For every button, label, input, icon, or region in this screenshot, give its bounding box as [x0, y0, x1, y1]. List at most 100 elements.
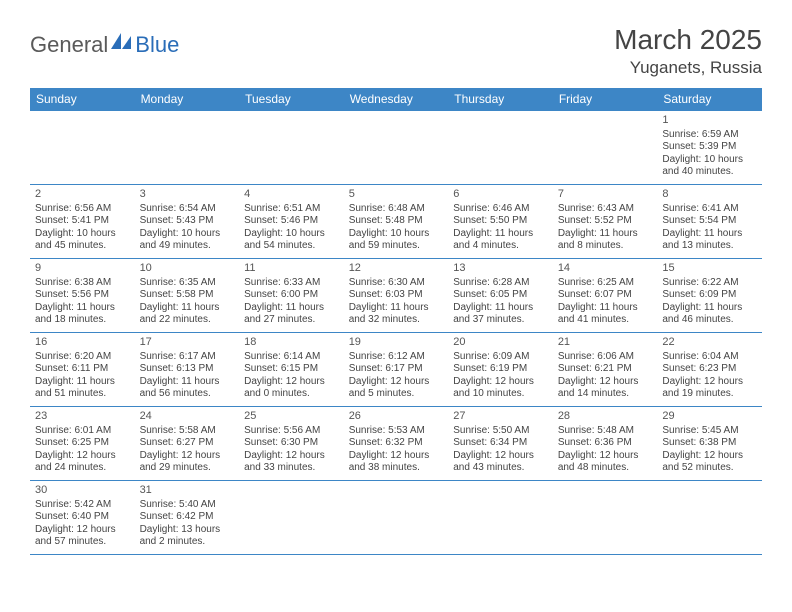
calendar-day-cell: 15Sunrise: 6:22 AMSunset: 6:09 PMDayligh… [657, 259, 762, 333]
day-sunrise: Sunrise: 6:09 AM [453, 351, 548, 364]
day-daylight1: Daylight: 11 hours [662, 228, 757, 241]
location: Yuganets, Russia [614, 58, 762, 78]
day-sunrise: Sunrise: 6:20 AM [35, 351, 130, 364]
day-number: 24 [140, 410, 235, 424]
calendar-week-row: 9Sunrise: 6:38 AMSunset: 5:56 PMDaylight… [30, 259, 762, 333]
day-number: 10 [140, 262, 235, 276]
day-daylight1: Daylight: 12 hours [558, 450, 653, 463]
calendar-day-cell: 13Sunrise: 6:28 AMSunset: 6:05 PMDayligh… [448, 259, 553, 333]
day-daylight2: and 2 minutes. [140, 536, 235, 549]
day-daylight2: and 22 minutes. [140, 314, 235, 327]
day-daylight2: and 48 minutes. [558, 462, 653, 475]
day-number: 8 [662, 188, 757, 202]
day-sunrise: Sunrise: 6:56 AM [35, 203, 130, 216]
day-number: 6 [453, 188, 548, 202]
day-number: 21 [558, 336, 653, 350]
day-number: 31 [140, 484, 235, 498]
calendar-day-cell: 9Sunrise: 6:38 AMSunset: 5:56 PMDaylight… [30, 259, 135, 333]
day-daylight2: and 59 minutes. [349, 240, 444, 253]
day-sunset: Sunset: 6:34 PM [453, 437, 548, 450]
day-sunset: Sunset: 6:40 PM [35, 511, 130, 524]
calendar-day-cell: 14Sunrise: 6:25 AMSunset: 6:07 PMDayligh… [553, 259, 658, 333]
weekday-header: Monday [135, 88, 240, 111]
calendar-day-cell: 6Sunrise: 6:46 AMSunset: 5:50 PMDaylight… [448, 185, 553, 259]
calendar-day-cell: 11Sunrise: 6:33 AMSunset: 6:00 PMDayligh… [239, 259, 344, 333]
day-sunset: Sunset: 6:36 PM [558, 437, 653, 450]
day-sunset: Sunset: 5:48 PM [349, 215, 444, 228]
day-sunrise: Sunrise: 6:30 AM [349, 277, 444, 290]
day-daylight2: and 54 minutes. [244, 240, 339, 253]
day-sunset: Sunset: 5:39 PM [662, 141, 757, 154]
day-sunrise: Sunrise: 6:06 AM [558, 351, 653, 364]
day-daylight1: Daylight: 12 hours [662, 376, 757, 389]
day-sunrise: Sunrise: 5:53 AM [349, 425, 444, 438]
day-daylight2: and 51 minutes. [35, 388, 130, 401]
day-sunset: Sunset: 5:54 PM [662, 215, 757, 228]
day-sunset: Sunset: 6:19 PM [453, 363, 548, 376]
day-sunset: Sunset: 5:43 PM [140, 215, 235, 228]
day-daylight2: and 24 minutes. [35, 462, 130, 475]
day-daylight2: and 10 minutes. [453, 388, 548, 401]
day-daylight2: and 8 minutes. [558, 240, 653, 253]
calendar-day-cell: 5Sunrise: 6:48 AMSunset: 5:48 PMDaylight… [344, 185, 449, 259]
day-daylight1: Daylight: 12 hours [349, 376, 444, 389]
day-daylight1: Daylight: 10 hours [244, 228, 339, 241]
day-number: 30 [35, 484, 130, 498]
day-daylight1: Daylight: 12 hours [662, 450, 757, 463]
day-sunset: Sunset: 6:07 PM [558, 289, 653, 302]
day-sunset: Sunset: 6:23 PM [662, 363, 757, 376]
day-daylight2: and 49 minutes. [140, 240, 235, 253]
day-daylight1: Daylight: 12 hours [453, 450, 548, 463]
day-sunset: Sunset: 6:00 PM [244, 289, 339, 302]
calendar-week-row: 2Sunrise: 6:56 AMSunset: 5:41 PMDaylight… [30, 185, 762, 259]
day-number: 23 [35, 410, 130, 424]
day-sunset: Sunset: 6:15 PM [244, 363, 339, 376]
calendar-day-cell: 8Sunrise: 6:41 AMSunset: 5:54 PMDaylight… [657, 185, 762, 259]
calendar-day-cell: 24Sunrise: 5:58 AMSunset: 6:27 PMDayligh… [135, 407, 240, 481]
day-sunrise: Sunrise: 5:48 AM [558, 425, 653, 438]
calendar-day-cell: 7Sunrise: 6:43 AMSunset: 5:52 PMDaylight… [553, 185, 658, 259]
day-daylight2: and 38 minutes. [349, 462, 444, 475]
day-sunset: Sunset: 6:05 PM [453, 289, 548, 302]
day-sunrise: Sunrise: 6:38 AM [35, 277, 130, 290]
day-sunset: Sunset: 6:27 PM [140, 437, 235, 450]
weekday-header: Friday [553, 88, 658, 111]
day-daylight1: Daylight: 11 hours [453, 228, 548, 241]
calendar-week-row: 16Sunrise: 6:20 AMSunset: 6:11 PMDayligh… [30, 333, 762, 407]
day-daylight1: Daylight: 11 hours [140, 376, 235, 389]
day-sunrise: Sunrise: 5:58 AM [140, 425, 235, 438]
calendar-week-row: 1Sunrise: 6:59 AMSunset: 5:39 PMDaylight… [30, 111, 762, 185]
day-daylight2: and 46 minutes. [662, 314, 757, 327]
day-number: 27 [453, 410, 548, 424]
day-daylight2: and 33 minutes. [244, 462, 339, 475]
day-sunrise: Sunrise: 6:43 AM [558, 203, 653, 216]
day-sunset: Sunset: 5:58 PM [140, 289, 235, 302]
day-number: 9 [35, 262, 130, 276]
day-sunrise: Sunrise: 6:12 AM [349, 351, 444, 364]
day-sunset: Sunset: 5:46 PM [244, 215, 339, 228]
day-sunset: Sunset: 6:11 PM [35, 363, 130, 376]
weekday-header: Sunday [30, 88, 135, 111]
weekday-row: Sunday Monday Tuesday Wednesday Thursday… [30, 88, 762, 111]
calendar-day-cell: 21Sunrise: 6:06 AMSunset: 6:21 PMDayligh… [553, 333, 658, 407]
weekday-header: Thursday [448, 88, 553, 111]
day-daylight1: Daylight: 12 hours [558, 376, 653, 389]
calendar-day-cell [30, 111, 135, 185]
calendar-day-cell: 2Sunrise: 6:56 AMSunset: 5:41 PMDaylight… [30, 185, 135, 259]
day-daylight1: Daylight: 11 hours [35, 376, 130, 389]
day-sunrise: Sunrise: 6:35 AM [140, 277, 235, 290]
day-sunrise: Sunrise: 5:40 AM [140, 499, 235, 512]
day-daylight2: and 13 minutes. [662, 240, 757, 253]
calendar-day-cell [135, 111, 240, 185]
header: General Blue March 2025 Yuganets, Russia [30, 24, 762, 78]
logo-text-general: General [30, 32, 108, 58]
calendar-day-cell: 1Sunrise: 6:59 AMSunset: 5:39 PMDaylight… [657, 111, 762, 185]
day-daylight2: and 4 minutes. [453, 240, 548, 253]
day-sunset: Sunset: 6:17 PM [349, 363, 444, 376]
calendar-day-cell [344, 111, 449, 185]
day-number: 15 [662, 262, 757, 276]
day-number: 20 [453, 336, 548, 350]
calendar-day-cell: 19Sunrise: 6:12 AMSunset: 6:17 PMDayligh… [344, 333, 449, 407]
calendar-day-cell: 26Sunrise: 5:53 AMSunset: 6:32 PMDayligh… [344, 407, 449, 481]
day-daylight2: and 29 minutes. [140, 462, 235, 475]
